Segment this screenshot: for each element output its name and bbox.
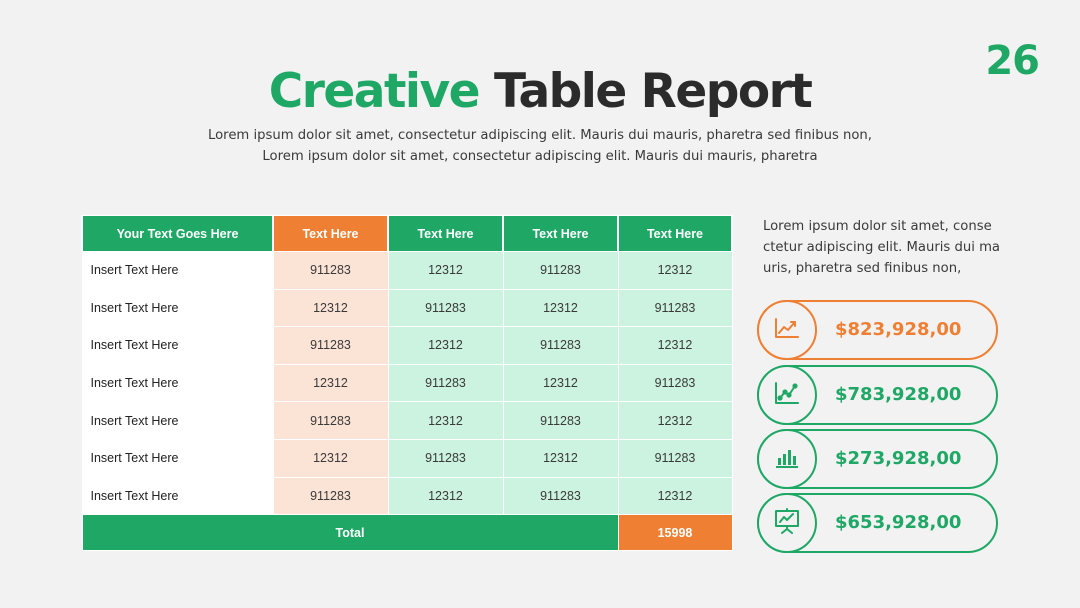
page-title: Creative Table Report <box>0 64 1080 120</box>
table-cell: 911283 <box>272 476 389 516</box>
stat-value: $273,928,00 <box>835 448 962 469</box>
total-value: 15998 <box>617 514 733 552</box>
table-cell: 911283 <box>617 288 733 328</box>
table-cell: 12312 <box>272 288 389 328</box>
table-cell: 12312 <box>502 363 619 403</box>
stat-value: $783,928,00 <box>835 384 962 405</box>
table-row: Insert Text Here 911283 12312 911283 123… <box>81 251 733 290</box>
table-cell: 911283 <box>272 401 389 440</box>
row-label: Insert Text Here <box>81 438 274 478</box>
total-label: Total <box>81 514 619 552</box>
table-cell: 911283 <box>387 438 504 478</box>
stat-card-1: $823,928,00 <box>757 300 998 360</box>
stat-card-4: $653,928,00 <box>757 493 998 553</box>
table-cell: 911283 <box>502 401 619 440</box>
table-cell: 12312 <box>272 438 389 478</box>
side-description: Lorem ipsum dolor sit amet, conse ctetur… <box>763 216 1013 279</box>
bar-chart-icon <box>774 445 800 473</box>
stat-card-3: $273,928,00 <box>757 429 998 489</box>
page-subtitle: Lorem ipsum dolor sit amet, consectetur … <box>140 125 940 167</box>
table-cell: 12312 <box>617 326 733 365</box>
table-cell: 12312 <box>387 476 504 516</box>
header-col-4: Text Here <box>617 215 733 252</box>
table-cell: 12312 <box>387 251 504 290</box>
table-cell: 911283 <box>502 476 619 516</box>
subtitle-line-1: Lorem ipsum dolor sit amet, consectetur … <box>208 128 872 143</box>
table-cell: 12312 <box>387 401 504 440</box>
table-cell: 12312 <box>617 251 733 290</box>
total-row: Total 15998 <box>81 514 733 552</box>
table-cell: 911283 <box>617 438 733 478</box>
title-accent: Creative <box>268 64 481 119</box>
stat-card-2: $783,928,00 <box>757 365 998 425</box>
table-row: Insert Text Here 911283 12312 911283 123… <box>81 476 733 516</box>
subtitle-line-2: Lorem ipsum dolor sit amet, consectetur … <box>262 149 818 164</box>
page-number: 26 <box>985 38 1040 84</box>
table-cell: 911283 <box>502 326 619 365</box>
header-col-1: Text Here <box>272 215 389 252</box>
header-col-2: Text Here <box>387 215 504 252</box>
table-cell: 911283 <box>617 363 733 403</box>
report-table: Your Text Goes Here Text Here Text Here … <box>81 215 733 552</box>
stat-value: $823,928,00 <box>835 319 962 340</box>
row-label: Insert Text Here <box>81 363 274 403</box>
stat-icon-circle <box>757 300 817 360</box>
row-label: Insert Text Here <box>81 288 274 328</box>
table-cell: 911283 <box>387 363 504 403</box>
table-row: Insert Text Here 12312 911283 12312 9112… <box>81 438 733 478</box>
table-header-row: Your Text Goes Here Text Here Text Here … <box>81 215 733 252</box>
table-cell: 12312 <box>617 401 733 440</box>
table-cell: 12312 <box>502 288 619 328</box>
table-cell: 12312 <box>272 363 389 403</box>
row-label: Insert Text Here <box>81 401 274 440</box>
side-text-line-2: ctetur adipiscing elit. Mauris dui ma <box>763 240 1001 255</box>
header-col-3: Text Here <box>502 215 619 252</box>
side-text-line-3: uris, pharetra sed finibus non, <box>763 261 962 276</box>
line-chart-up-icon <box>774 317 800 343</box>
row-label: Insert Text Here <box>81 326 274 365</box>
stat-icon-circle <box>757 365 817 425</box>
row-label: Insert Text Here <box>81 476 274 516</box>
table-cell: 12312 <box>617 476 733 516</box>
table-cell: 12312 <box>502 438 619 478</box>
table-cell: 12312 <box>387 326 504 365</box>
table-cell: 911283 <box>272 326 389 365</box>
presentation-board-icon <box>774 508 800 538</box>
table-cell: 911283 <box>272 251 389 290</box>
side-text-line-1: Lorem ipsum dolor sit amet, conse <box>763 219 992 234</box>
title-rest: Table Report <box>493 64 813 119</box>
table-row: Insert Text Here 911283 12312 911283 123… <box>81 326 733 365</box>
table-row: Insert Text Here 12312 911283 12312 9112… <box>81 288 733 328</box>
table-cell: 911283 <box>387 288 504 328</box>
scatter-trend-icon <box>774 381 800 409</box>
stat-value: $653,928,00 <box>835 512 962 533</box>
stat-icon-circle <box>757 429 817 489</box>
stat-icon-circle <box>757 493 817 553</box>
table-row: Insert Text Here 12312 911283 12312 9112… <box>81 363 733 403</box>
header-label: Your Text Goes Here <box>81 215 274 252</box>
table-row: Insert Text Here 911283 12312 911283 123… <box>81 401 733 440</box>
row-label: Insert Text Here <box>81 251 274 290</box>
table-cell: 911283 <box>502 251 619 290</box>
